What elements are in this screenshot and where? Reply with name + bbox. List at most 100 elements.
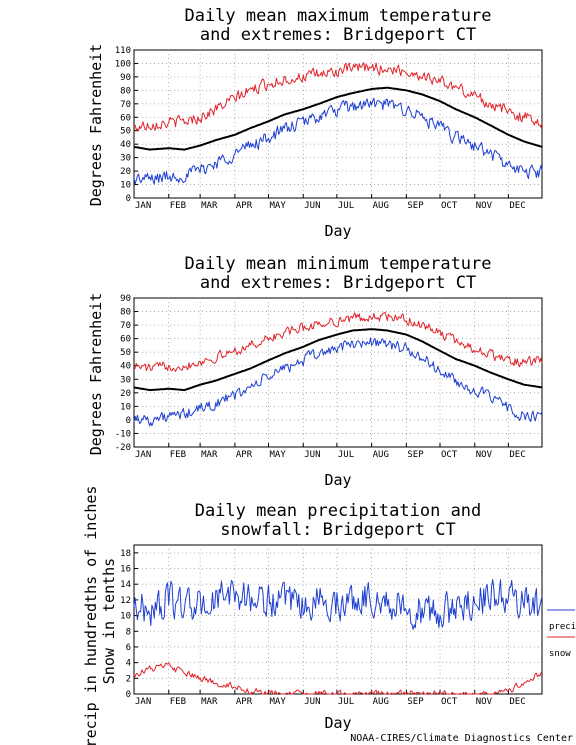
chart-min-xtick-label: NOV [476,450,493,460]
chart-min-xtick-label: OCT [441,450,458,460]
chart-max-xlabel: Day [324,222,351,240]
chart-precip-ytick-label: 0 [126,690,131,700]
chart-precip-xtick-label: FEB [170,697,186,707]
chart-min-ytick-label: 50 [120,348,131,358]
chart-min-ytick-label: 90 [120,294,131,304]
chart-max-ylabel: Degrees Fahrenheit [87,44,105,207]
chart-precip-xtick-label: JUL [338,697,354,707]
chart-precip-xlabel: Day [324,714,351,732]
chart-min-xtick-label: JUN [304,450,320,460]
chart-precip-ylabel-line-2: Snow in tenths [100,558,118,684]
chart-min-title-line-1: Daily mean minimum temperature [184,254,491,274]
chart-precip-xtick-label: JAN [135,697,151,707]
chart-min-ytick-label: 40 [120,362,131,372]
chart-max-series-record_high [133,62,543,132]
chart-precip-ytick-label: 14 [120,580,131,590]
chart-precip-xtick-label: APR [236,697,253,707]
chart-precip-series-snow [133,662,543,695]
chart-precip-ytick-label: 6 [126,643,131,653]
chart-min-ytick-label: 0 [126,416,131,426]
chart-min-xtick-label: APR [236,450,253,460]
chart-min-plot-frame [133,297,543,448]
chart-precip-plot-area: 0 2 4 6 8 10 12 14 16 18 JAN FEB MAR APR MAY JUN JUL AUG S… [120,545,543,707]
chart-max-xtick-label: MAY [270,201,287,211]
chart-max-ytick-label: 90 [120,73,131,83]
chart-max-xtick-label: OCT [441,201,458,211]
chart-precipitation: Daily mean precipitation and snowfall: B… [82,486,576,745]
chart-precip-ytick-label: 16 [120,565,131,575]
chart-precip-xtick-label: JUN [304,697,320,707]
chart-min-ytick-label: -10 [115,429,131,439]
chart-min-xtick-label: MAR [201,450,218,460]
chart-min-series-mean [133,328,543,392]
chart-precip-ytick-label: 4 [126,659,131,669]
chart-precip-ylabel-line-1: Precip in hundredths of inches [82,486,100,745]
chart-precip-plot-frame [133,544,543,695]
chart-max-xtick-label: FEB [170,201,186,211]
chart-min-ytick-label: -20 [115,443,131,453]
chart-min-xtick-label: MAY [270,450,287,460]
chart-precip-series-precip [133,579,543,630]
chart-max-xtick-label: AUG [373,201,389,211]
chart-min-ytick-label: 70 [120,321,131,331]
chart-min-xtick-label: SEP [407,450,424,460]
chart-min-xtick-label: AUG [373,450,389,460]
chart-max-ytick-label: 20 [120,167,131,177]
chart-precip-ytick-label: 18 [120,549,131,559]
chart-precip-ytick-label: 2 [126,674,131,684]
chart-max-ytick-label: 80 [120,86,131,96]
chart-min-ytick-label: 80 [120,308,131,318]
chart-max-ytick-label: 50 [120,127,131,137]
chart-max-xtick-label: JUL [338,201,354,211]
chart-max-title-line-1: Daily mean maximum temperature [184,6,491,26]
chart-min-xtick-label: JAN [135,450,151,460]
chart-min-series-record_high [133,311,543,372]
chart-min-xtick-label: JUL [338,450,354,460]
chart-min-xtick-label: FEB [170,450,186,460]
chart-max-ytick-label: 100 [115,59,131,69]
chart-min-ytick-label: 30 [120,375,131,385]
chart-min-ytick-label: 10 [120,402,131,412]
chart-min-title-line-2: and extremes: Bridgeport CT [200,273,476,293]
chart-max-ytick-label: 40 [120,140,131,150]
legend-label-snow: snow [549,649,571,659]
chart-precip-ytick-label: 8 [126,627,131,637]
chart-max-plot-frame [133,49,543,199]
chart-max-ytick-label: 30 [120,154,131,164]
chart-min-ytick-label: 60 [120,335,131,345]
chart-max-ytick-label: 10 [120,181,131,191]
chart-precip-ytick-label: 10 [120,612,131,622]
chart-precip-xtick-label: OCT [441,697,458,707]
chart-max-xtick-label: APR [236,201,253,211]
chart-precip-xtick-label: DEC [509,697,525,707]
chart-precip-ytick-label: 12 [120,596,131,606]
chart-min-xtick-label: DEC [509,450,525,460]
chart-min-plot-area: -20 -10 0 10 20 30 40 50 60 70 80 90 JAN FEB MAR APR MAY… [115,294,543,460]
chart-max-xtick-label: NOV [476,201,493,211]
chart-max-series-record_low [133,97,543,185]
chart-max-xtick-label: JAN [135,201,151,211]
chart-min-series-record_low [133,337,543,427]
chart-max-plot-area: 0 10 20 30 40 50 60 70 80 90 100 110 JAN FEB MAR APR MAY… [115,46,543,211]
legend-label-precip: precip [549,622,576,632]
chart-min-ytick-label: 20 [120,389,131,399]
chart-max-temperature: Daily mean maximum temperature and extre… [87,6,543,240]
chart-max-ytick-label: 70 [120,100,131,110]
chart-min-xlabel: Day [324,471,351,489]
chart-max-ytick-label: 60 [120,113,131,123]
chart-precip-xtick-label: AUG [373,697,389,707]
chart-precip-xtick-label: MAY [270,697,287,707]
chart-min-temperature: Daily mean minimum temperature and extre… [87,254,543,489]
chart-precip-xtick-label: NOV [476,697,493,707]
chart-precip-xtick-label: MAR [201,697,218,707]
chart-max-xtick-label: MAR [201,201,218,211]
source-credit: NOAA-CIRES/Climate Diagnostics Center [350,733,573,744]
chart-max-title-line-2: and extremes: Bridgeport CT [200,25,476,45]
chart-max-series-mean [133,86,543,151]
chart-max-xtick-label: SEP [407,201,424,211]
chart-max-ytick-label: 110 [115,46,131,56]
chart-max-xtick-label: JUN [304,201,320,211]
chart-precip-title-line-1: Daily mean precipitation and [195,501,482,521]
chart-max-xtick-label: DEC [509,201,525,211]
